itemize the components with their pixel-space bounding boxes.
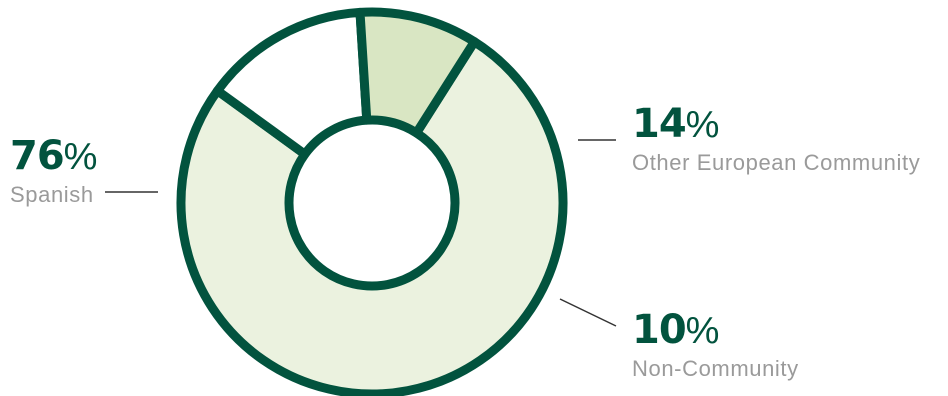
- slice-label-spanish: Spanish: [10, 182, 94, 207]
- donut-slices: [176, 7, 568, 396]
- leader-lines: [105, 139, 617, 327]
- callout-spanish: 76% Spanish: [10, 136, 97, 208]
- callout-non-community: 10% Non-Community: [632, 310, 799, 382]
- percent-sign: %: [685, 104, 720, 146]
- slice-percent-spanish: 76%: [10, 136, 97, 176]
- slice-percent-non-community: 10%: [632, 310, 799, 350]
- slice-value-non-community: 10: [632, 307, 687, 353]
- slice-spanish: [176, 37, 568, 396]
- slice-value-other-european: 14: [632, 101, 687, 147]
- slice-percent-other-european: 14%: [632, 104, 920, 144]
- leader-line-non-community: [559, 298, 617, 327]
- slice-other-european: [212, 7, 372, 159]
- callout-other-european: 14% Other European Community: [632, 104, 920, 176]
- slice-non-community: [355, 7, 479, 138]
- percent-sign: %: [685, 310, 720, 352]
- slice-value-spanish: 76: [10, 133, 65, 179]
- slice-label-other-european: Other European Community: [632, 150, 921, 175]
- slice-label-non-community: Non-Community: [632, 356, 799, 381]
- percent-sign: %: [63, 136, 98, 178]
